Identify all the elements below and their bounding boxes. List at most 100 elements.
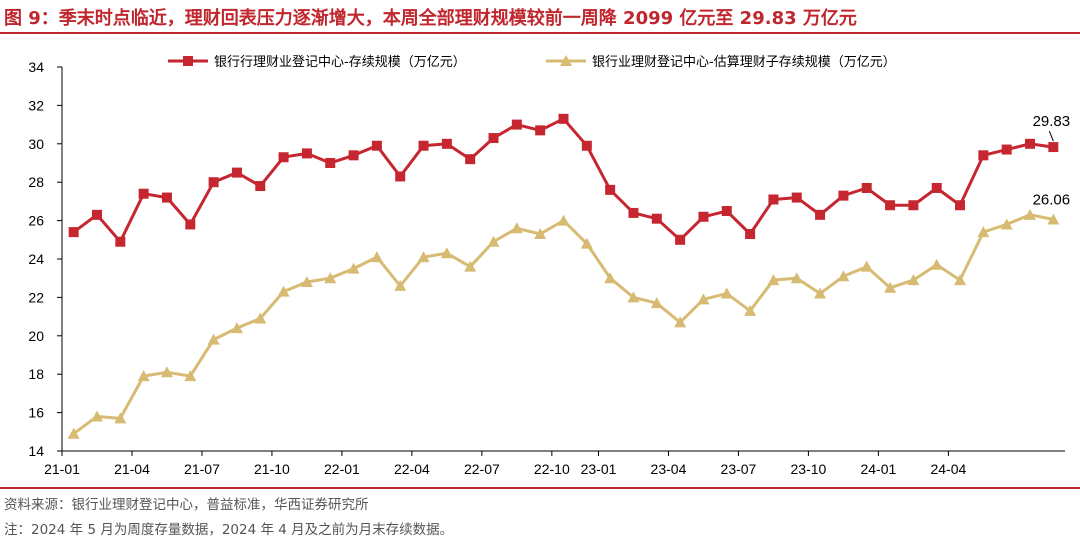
x-tick-label: 22-07 (464, 461, 500, 477)
data-point (90, 410, 103, 422)
data-point (324, 272, 337, 284)
y-tick-label: 28 (28, 174, 44, 190)
data-point (487, 235, 500, 247)
x-tick-label: 22-10 (534, 461, 570, 477)
data-point (254, 312, 267, 324)
data-point (861, 182, 872, 193)
data-point (394, 279, 407, 291)
data-label: 26.06 (1033, 191, 1071, 208)
x-tick-label: 22-01 (324, 461, 360, 477)
data-point (860, 260, 873, 272)
y-tick-label: 18 (28, 366, 44, 382)
data-label: 29.83 (1033, 113, 1071, 130)
data-point (628, 207, 639, 218)
legend-label: 银行行理财业登记中心-存续规模（万亿元） (214, 55, 466, 70)
data-point (184, 370, 197, 382)
data-point (347, 262, 360, 274)
data-point (744, 304, 757, 316)
y-tick-label: 24 (28, 251, 44, 267)
x-tick-label: 21-07 (184, 461, 220, 477)
data-point (255, 181, 266, 192)
x-tick-label: 21-10 (254, 461, 290, 477)
y-tick-label: 30 (28, 136, 44, 152)
data-point (277, 285, 290, 297)
y-tick-label: 32 (28, 97, 44, 113)
data-point (698, 211, 709, 222)
chart-axes: 14 16 18 20 22 24 26 28 30 32 34 21-01 21-04 21-07 21-… (28, 59, 1065, 477)
chart-annotations: 29.83 26.06 (1033, 113, 1071, 208)
data-point (814, 287, 827, 299)
x-tick-label: 21-01 (44, 461, 80, 477)
chart-title-bar: 图 9：季末时点临近，理财回表压力逐渐增大，本周全部理财规模较前一周降 2099… (0, 0, 1080, 34)
data-point (720, 287, 733, 299)
data-point (837, 270, 850, 282)
source-note: 资料来源：银行业理财登记中心，普益标准，华西证券研究所 (4, 497, 369, 513)
data-point (955, 200, 966, 211)
y-tick-label: 16 (28, 405, 44, 421)
data-point (464, 260, 477, 272)
data-point (674, 316, 687, 328)
y-tick-label: 34 (28, 59, 44, 75)
legend-marker (183, 56, 193, 66)
data-point (1024, 208, 1037, 220)
data-label-leader (1048, 130, 1054, 142)
data-point (511, 119, 522, 130)
x-tick-label: 23-07 (721, 461, 757, 477)
data-point (838, 190, 849, 201)
data-point (1047, 213, 1060, 225)
data-point (160, 366, 173, 378)
data-point (721, 206, 732, 216)
data-point (954, 274, 967, 286)
data-point (558, 113, 569, 124)
data-point (137, 370, 150, 382)
legend-label: 银行业理财登记中心-估算理财子存续规模（万亿元） (592, 55, 896, 70)
data-point (185, 219, 196, 230)
data-point (885, 200, 896, 211)
data-point (208, 177, 219, 188)
data-point (791, 192, 802, 203)
data-point (417, 251, 430, 263)
data-point (161, 192, 172, 203)
y-tick-label: 14 (28, 443, 44, 459)
chart-title: 图 9：季末时点临近，理财回表压力逐渐增大，本周全部理财规模较前一周降 2099… (4, 8, 857, 29)
data-point (68, 227, 79, 238)
data-point (977, 226, 990, 238)
data-point (627, 291, 640, 303)
data-point (931, 182, 942, 193)
data-point (908, 200, 919, 211)
data-point (1001, 144, 1012, 155)
data-point (510, 222, 523, 234)
data-point (580, 237, 593, 249)
y-tick-label: 22 (28, 289, 44, 305)
data-point (1048, 142, 1059, 153)
data-point (395, 171, 406, 182)
data-point (325, 158, 336, 168)
data-point (790, 272, 803, 284)
data-point (1000, 218, 1013, 230)
data-point (114, 412, 127, 424)
data-point (605, 184, 616, 195)
data-point (604, 272, 617, 284)
y-tick-label: 20 (28, 328, 44, 344)
x-tick-label: 23-04 (651, 461, 687, 477)
footnote: 注：2024 年 5 月为周度存量数据，2024 年 4 月及之前为月末存续数据… (4, 522, 454, 538)
data-point (301, 148, 312, 159)
data-point (370, 251, 383, 263)
x-tick-label: 24-01 (860, 461, 896, 477)
data-point (465, 154, 476, 165)
data-point (1025, 138, 1036, 149)
data-point (650, 297, 663, 309)
data-point (978, 150, 989, 161)
data-point (767, 274, 780, 286)
line-chart: 14 16 18 20 22 24 26 28 30 32 34 21-01 21-04 21-07 21-… (28, 55, 1071, 477)
series-line-2 (72, 213, 1054, 435)
data-point (207, 333, 220, 345)
data-point (557, 214, 570, 226)
data-point (930, 258, 943, 270)
data-point (697, 293, 710, 305)
data-point (115, 236, 126, 247)
data-point (371, 140, 382, 151)
chart-footer: 资料来源：银行业理财登记中心，普益标准，华西证券研究所 注：2024 年 5 月… (0, 487, 1080, 543)
data-point (231, 167, 242, 178)
x-tick-label: 23-01 (581, 461, 617, 477)
